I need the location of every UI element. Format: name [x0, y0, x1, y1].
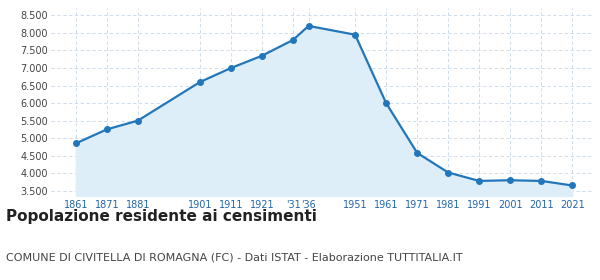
Text: COMUNE DI CIVITELLA DI ROMAGNA (FC) - Dati ISTAT - Elaborazione TUTTITALIA.IT: COMUNE DI CIVITELLA DI ROMAGNA (FC) - Da…	[6, 252, 463, 262]
Text: Popolazione residente ai censimenti: Popolazione residente ai censimenti	[6, 209, 317, 224]
